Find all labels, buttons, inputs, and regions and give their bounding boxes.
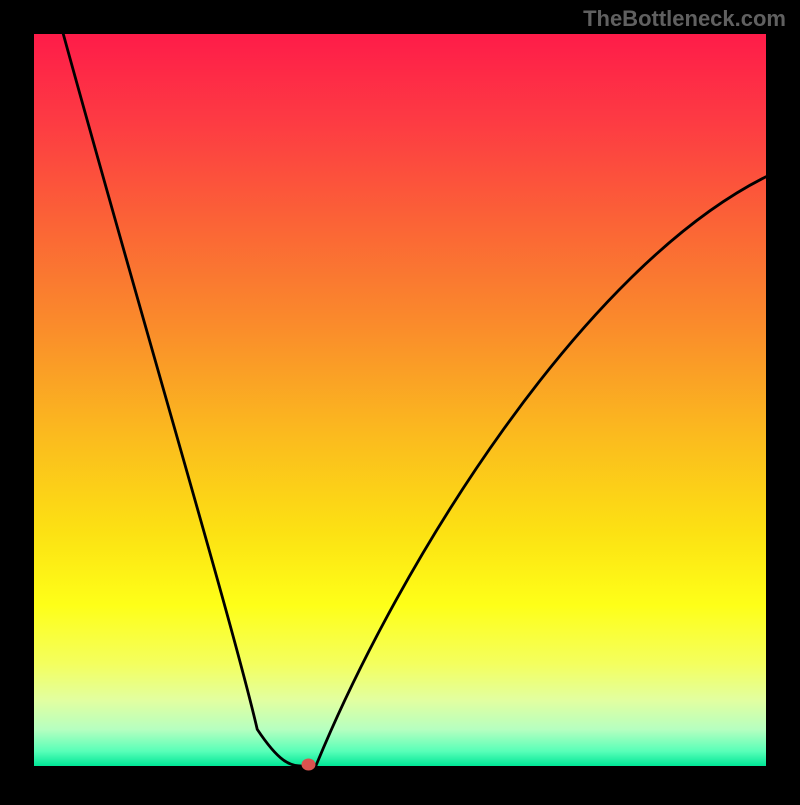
optimum-marker [302, 759, 316, 771]
plot-background [34, 34, 766, 766]
bottleneck-chart [0, 0, 800, 800]
chart-svg [0, 0, 800, 800]
watermark-text: TheBottleneck.com [583, 6, 786, 32]
